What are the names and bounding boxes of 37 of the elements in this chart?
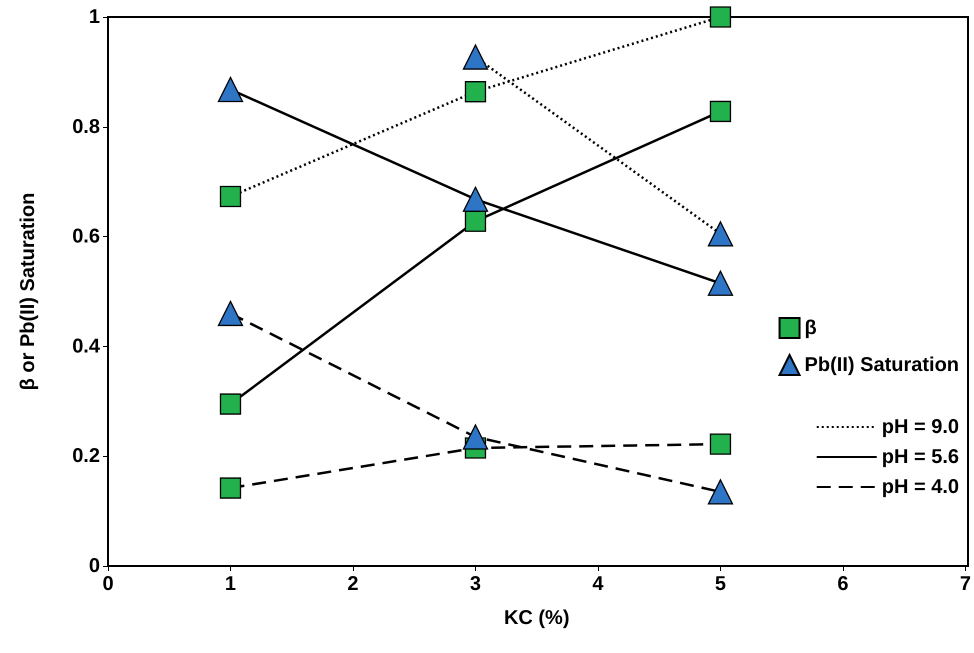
x-tick-label: 1 (224, 573, 236, 595)
point (710, 100, 732, 122)
x-tick-label: 0 (102, 573, 114, 595)
x-axis-title: KC (%) (504, 607, 570, 629)
x-tick-label: 5 (714, 573, 726, 595)
point (710, 433, 732, 455)
y-tick-label: 0.8 (72, 116, 100, 138)
x-tick-label: 6 (837, 573, 849, 595)
y-axis-title: β or Pb(II) Saturation (17, 192, 39, 390)
x-tick-label: 3 (470, 573, 482, 595)
legend-label: pH = 5.6 (882, 446, 960, 468)
point (462, 424, 488, 450)
y-tick-label: 0.4 (72, 335, 101, 358)
point (218, 76, 244, 102)
legend-label: pH = 4.0 (882, 476, 960, 498)
point (220, 393, 242, 415)
y-tick-label: 1 (88, 6, 100, 28)
point (708, 221, 734, 247)
x-tick-label: 4 (592, 573, 604, 595)
y-tick-label: 0.6 (72, 226, 100, 248)
point (710, 6, 732, 28)
point (464, 81, 486, 102)
point (708, 270, 734, 296)
point (220, 186, 242, 208)
point (462, 44, 488, 70)
legend-label: pH = 9.0 (882, 416, 960, 438)
point (462, 186, 488, 212)
x-tick-label: 2 (347, 573, 359, 595)
y-tick-label: 0.2 (72, 445, 100, 468)
point (220, 477, 242, 499)
legend-label: Pb(II) Saturation (804, 354, 960, 376)
point (218, 300, 244, 326)
x-tick-label: 7 (960, 573, 971, 595)
y-tick-label: 0 (88, 555, 100, 577)
legend-label: β (804, 317, 817, 339)
point (464, 210, 486, 232)
point (708, 479, 734, 505)
